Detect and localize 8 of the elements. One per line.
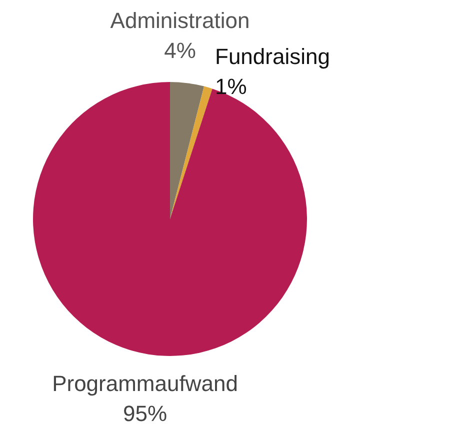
data-label: 4%	[164, 38, 196, 63]
slice-label: Administration	[110, 8, 250, 33]
slice-label: Programmaufwand	[52, 371, 238, 396]
data-label: 1%	[215, 74, 247, 99]
data-label: 95%	[122, 401, 168, 426]
pie-slice	[170, 86, 212, 219]
pie-slice	[170, 82, 204, 219]
slice-label: Fundraising	[215, 44, 330, 69]
